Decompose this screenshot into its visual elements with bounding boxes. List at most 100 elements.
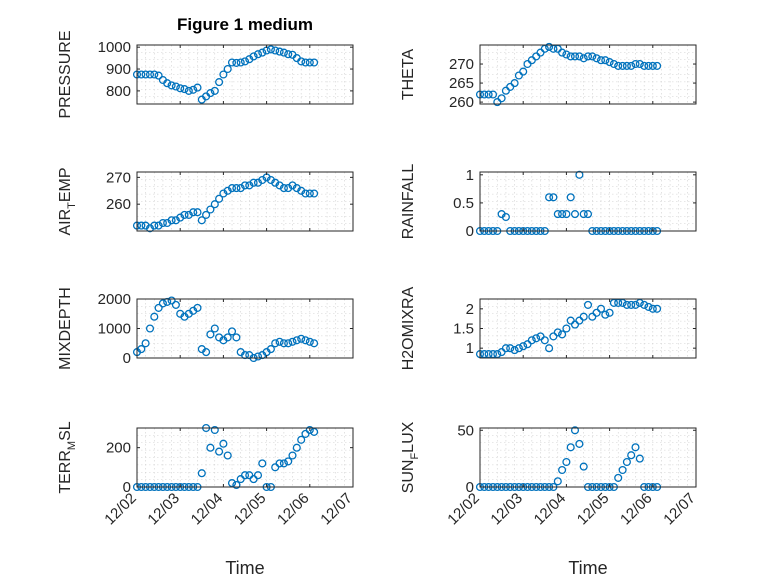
data-point	[145, 70, 155, 79]
figure-title: Figure 1 medium	[177, 15, 313, 34]
data-point	[288, 451, 297, 460]
data-point	[640, 61, 649, 70]
data-point	[653, 61, 662, 70]
data-point	[553, 477, 562, 486]
y-tick-label: 0	[123, 479, 131, 496]
data-point	[549, 193, 558, 202]
data-point	[558, 330, 567, 339]
data-point	[154, 221, 163, 230]
data-point	[167, 81, 176, 90]
data-point	[601, 310, 610, 319]
data-point	[519, 342, 528, 351]
data-point	[618, 465, 627, 475]
data-point	[279, 184, 288, 193]
data-point	[558, 210, 567, 219]
data-point	[223, 64, 232, 74]
data-point	[137, 345, 146, 354]
data-point	[566, 443, 575, 452]
y-tick-label: 50	[457, 422, 474, 439]
data-point	[271, 339, 280, 348]
data-point	[549, 332, 558, 341]
data-point	[297, 57, 306, 66]
data-point	[176, 84, 185, 93]
data-point	[210, 425, 219, 435]
data-point	[566, 316, 575, 325]
data-point	[510, 79, 519, 88]
data-point	[150, 221, 159, 230]
axes-box-sun_flux	[479, 427, 697, 488]
axes-box-rainfall	[479, 171, 697, 232]
data-point	[592, 308, 601, 317]
data-point	[279, 459, 288, 468]
data-point	[279, 48, 288, 57]
data-point	[284, 457, 293, 466]
data-point	[258, 175, 267, 185]
data-point	[310, 339, 319, 348]
y-tick-label: 2	[466, 301, 474, 318]
data-point	[614, 473, 623, 482]
data-point	[249, 52, 258, 61]
y-tick-label: 1000	[98, 321, 131, 338]
data-point	[648, 61, 657, 70]
axes-box-air_temp	[136, 171, 354, 232]
data-point	[562, 210, 571, 219]
y-axis-label-mixdepth: MIXDEPTH	[57, 287, 74, 370]
y-axis-label-terr_msl: TERRMSL	[57, 421, 78, 493]
data-point	[141, 339, 150, 348]
data-point	[240, 181, 250, 190]
x-axis-label-right: Time	[568, 558, 607, 578]
data-point	[562, 457, 571, 467]
data-point	[553, 328, 562, 337]
data-point	[583, 300, 593, 309]
data-point	[223, 451, 232, 460]
data-point	[145, 324, 155, 333]
data-point	[648, 304, 657, 313]
data-point	[180, 210, 189, 219]
data-point	[635, 454, 644, 463]
data-point	[596, 304, 606, 313]
data-point	[206, 330, 215, 339]
data-point	[227, 327, 237, 336]
data-point	[292, 336, 301, 345]
data-point	[484, 90, 493, 99]
data-point	[171, 300, 180, 309]
data-point	[575, 439, 584, 448]
data-point	[158, 299, 167, 308]
data-point	[193, 303, 202, 312]
data-point	[514, 344, 523, 353]
data-point	[545, 193, 554, 202]
data-point	[154, 71, 163, 80]
data-point	[288, 337, 297, 346]
data-point	[305, 58, 314, 67]
data-point	[223, 333, 232, 342]
data-point	[249, 178, 258, 187]
axes-box-theta	[479, 44, 697, 105]
data-point	[588, 52, 597, 61]
data-point	[501, 212, 510, 222]
data-point	[305, 425, 314, 435]
data-point	[310, 58, 319, 67]
data-point	[553, 210, 562, 219]
subplot-mixdepth: 0 1000 2000 MIXDEPTH	[57, 287, 354, 370]
data-point	[180, 85, 189, 94]
data-point	[253, 471, 263, 480]
data-point	[297, 435, 306, 444]
data-point	[558, 465, 567, 475]
data-point	[618, 61, 627, 70]
data-point	[210, 200, 219, 209]
data-point	[266, 345, 275, 354]
data-point	[197, 216, 206, 225]
series-h2omixra	[475, 298, 662, 359]
data-point	[583, 52, 593, 61]
data-point	[150, 70, 159, 79]
data-point	[193, 83, 202, 92]
y-axis-label-rainfall: RAINFALL	[400, 164, 417, 240]
data-point	[305, 189, 314, 198]
data-point	[215, 78, 224, 87]
data-point	[488, 90, 498, 99]
data-point	[236, 58, 245, 67]
data-point	[232, 58, 241, 67]
data-point	[284, 50, 293, 59]
axes-box-pressure	[136, 44, 354, 105]
